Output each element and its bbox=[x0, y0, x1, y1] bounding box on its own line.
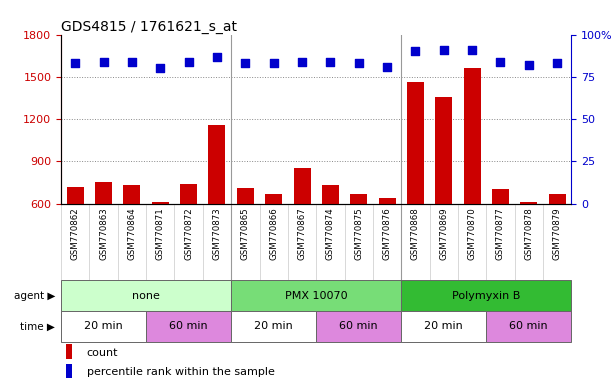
Bar bbox=[435, 96, 452, 204]
Point bbox=[439, 47, 448, 53]
Text: 60 min: 60 min bbox=[169, 321, 208, 331]
Point bbox=[326, 58, 335, 65]
Text: PMX 10070: PMX 10070 bbox=[285, 291, 348, 301]
Point bbox=[269, 60, 279, 66]
Point bbox=[184, 58, 194, 65]
Bar bbox=[208, 125, 225, 204]
Text: 20 min: 20 min bbox=[84, 321, 123, 331]
Bar bbox=[152, 202, 169, 204]
Point bbox=[354, 60, 364, 66]
Bar bbox=[486, 311, 571, 342]
Bar bbox=[61, 311, 146, 342]
Bar bbox=[350, 194, 367, 204]
Point bbox=[552, 60, 562, 66]
Point bbox=[411, 48, 420, 55]
Bar bbox=[231, 311, 316, 342]
Point bbox=[99, 58, 109, 65]
Bar bbox=[401, 280, 571, 311]
Text: GSM770872: GSM770872 bbox=[184, 207, 193, 260]
Point bbox=[496, 58, 505, 65]
Bar bbox=[521, 202, 537, 204]
Bar bbox=[237, 188, 254, 204]
Text: GSM770877: GSM770877 bbox=[496, 207, 505, 260]
Text: GDS4815 / 1761621_s_at: GDS4815 / 1761621_s_at bbox=[61, 20, 237, 33]
Text: GSM770867: GSM770867 bbox=[298, 207, 307, 260]
Text: GSM770876: GSM770876 bbox=[382, 207, 392, 260]
Bar bbox=[492, 189, 509, 204]
Bar bbox=[293, 168, 310, 204]
Text: GSM770863: GSM770863 bbox=[99, 207, 108, 260]
Text: 20 min: 20 min bbox=[254, 321, 293, 331]
Text: agent ▶: agent ▶ bbox=[13, 291, 55, 301]
Bar bbox=[66, 344, 72, 359]
Point bbox=[524, 62, 533, 68]
Bar bbox=[265, 194, 282, 204]
Text: Polymyxin B: Polymyxin B bbox=[452, 291, 521, 301]
Text: count: count bbox=[87, 348, 118, 358]
Bar bbox=[549, 194, 566, 204]
Text: GSM770862: GSM770862 bbox=[71, 207, 80, 260]
Text: GSM770878: GSM770878 bbox=[524, 207, 533, 260]
Bar bbox=[407, 83, 424, 204]
Bar bbox=[66, 364, 72, 378]
Point bbox=[70, 60, 80, 66]
Point bbox=[241, 60, 251, 66]
Text: GSM770870: GSM770870 bbox=[467, 207, 477, 260]
Text: GSM770875: GSM770875 bbox=[354, 207, 363, 260]
Bar bbox=[146, 311, 231, 342]
Bar bbox=[231, 280, 401, 311]
Point bbox=[382, 64, 392, 70]
Bar bbox=[95, 182, 112, 204]
Text: GSM770874: GSM770874 bbox=[326, 207, 335, 260]
Point bbox=[297, 58, 307, 65]
Text: GSM770868: GSM770868 bbox=[411, 207, 420, 260]
Text: GSM770869: GSM770869 bbox=[439, 207, 448, 260]
Point bbox=[467, 47, 477, 53]
Point bbox=[127, 58, 137, 65]
Text: GSM770871: GSM770871 bbox=[156, 207, 165, 260]
Point bbox=[212, 53, 222, 60]
Text: 60 min: 60 min bbox=[339, 321, 378, 331]
Bar bbox=[401, 311, 486, 342]
Bar bbox=[123, 185, 141, 204]
Text: GSM770873: GSM770873 bbox=[213, 207, 222, 260]
Text: 60 min: 60 min bbox=[510, 321, 548, 331]
Bar bbox=[61, 280, 231, 311]
Text: GSM770864: GSM770864 bbox=[128, 207, 136, 260]
Bar bbox=[322, 185, 339, 204]
Point bbox=[155, 65, 165, 71]
Bar bbox=[316, 311, 401, 342]
Bar bbox=[464, 68, 481, 204]
Text: GSM770865: GSM770865 bbox=[241, 207, 250, 260]
Text: time ▶: time ▶ bbox=[20, 321, 55, 331]
Bar bbox=[180, 184, 197, 204]
Bar bbox=[67, 187, 84, 204]
Bar bbox=[379, 198, 395, 204]
Text: GSM770866: GSM770866 bbox=[269, 207, 278, 260]
Text: none: none bbox=[132, 291, 160, 301]
Text: GSM770879: GSM770879 bbox=[552, 207, 562, 260]
Text: percentile rank within the sample: percentile rank within the sample bbox=[87, 367, 274, 377]
Text: 20 min: 20 min bbox=[425, 321, 463, 331]
